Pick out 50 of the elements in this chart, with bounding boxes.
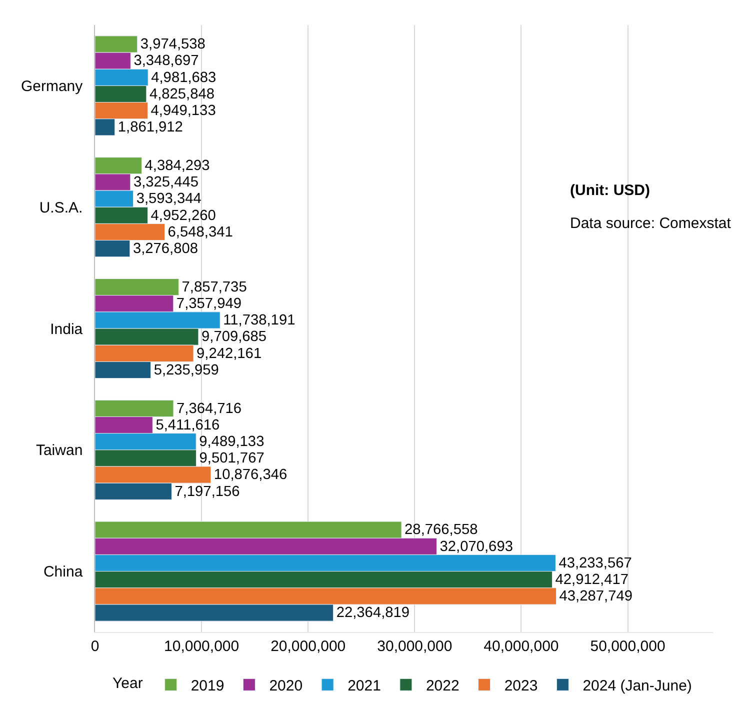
data-label: 10,876,346 [214,467,288,484]
legend-label: 2022 [426,678,460,695]
x-tick-label: 50,000,000 [590,638,666,655]
data-label: 5,411,616 [156,417,220,434]
legend-label: 2020 [269,678,303,695]
legend-label: 2023 [504,678,538,695]
data-label: 7,364,716 [176,400,242,417]
annotation: Data source: Comexstat [570,215,732,232]
x-tick-label: 10,000,000 [164,638,240,655]
data-label: 9,709,685 [201,329,267,346]
data-label: 4,825,848 [149,86,215,102]
data-label: 9,501,767 [199,450,264,467]
data-label: 3,276,808 [132,240,198,257]
y-tick-label: U.S.A. [39,199,91,216]
data-label: 4,949,133 [150,102,216,119]
annotation: (Unit: USD) [570,182,650,199]
data-label: 7,357,949 [176,296,242,312]
legend-label: 2024 (Jan-June) [582,678,692,695]
data-label: 28,766,558 [404,522,478,538]
data-label: 32,070,693 [440,538,513,555]
data-label: 4,952,260 [150,208,216,224]
data-label: 3,348,697 [134,53,199,70]
legend-label: 2019 [190,678,224,695]
legend-title: Year [112,674,143,692]
data-label: 5,235,959 [154,362,219,378]
data-label: 3,593,344 [136,191,202,208]
x-tick-label: 0 [90,638,100,655]
y-tick-label: Taiwan [36,442,91,460]
data-label: 7,857,735 [182,279,247,296]
data-label: 3,974,538 [140,36,206,53]
y-tick-label: Germany [20,78,91,95]
y-tick-label: India [50,320,91,338]
data-label: 9,489,133 [199,434,264,450]
y-tick-label: China [43,564,91,581]
x-tick-label: 20,000,000 [270,638,346,655]
data-label: 42,912,417 [555,572,628,588]
legend-label: 2021 [348,678,381,695]
data-label: 3,325,445 [133,174,199,191]
data-label: 22,364,819 [336,605,410,622]
data-label: 9,242,161 [196,346,262,362]
data-label: 7,197,156 [174,484,240,500]
x-tick-label: 30,000,000 [377,638,452,655]
data-label: 6,548,341 [168,224,233,240]
data-label: 1,861,912 [118,120,183,136]
x-tick-label: 40,000,000 [484,638,559,655]
data-label: 4,384,293 [144,158,210,174]
data-label: 43,233,567 [558,555,632,572]
data-label: 4,981,683 [151,70,216,86]
data-label: 11,738,191 [223,312,296,329]
data-label: 43,287,749 [559,588,632,605]
